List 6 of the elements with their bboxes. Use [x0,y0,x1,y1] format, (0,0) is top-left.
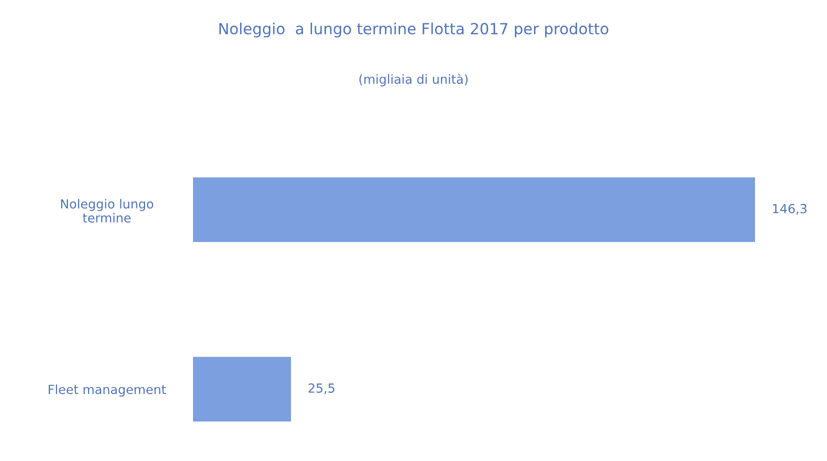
y-tick-label: Fleet management [48,384,166,397]
data-label: 146,3 [773,204,806,215]
chart-title: Noleggio a lungo termine Flotta 2017 per prodotto [219,22,608,38]
chart-subtitle: (migliaia di unità) [359,74,468,86]
y-tick-label: Noleggio lungo termine [61,198,154,223]
data-label: 25,5 [308,383,334,394]
